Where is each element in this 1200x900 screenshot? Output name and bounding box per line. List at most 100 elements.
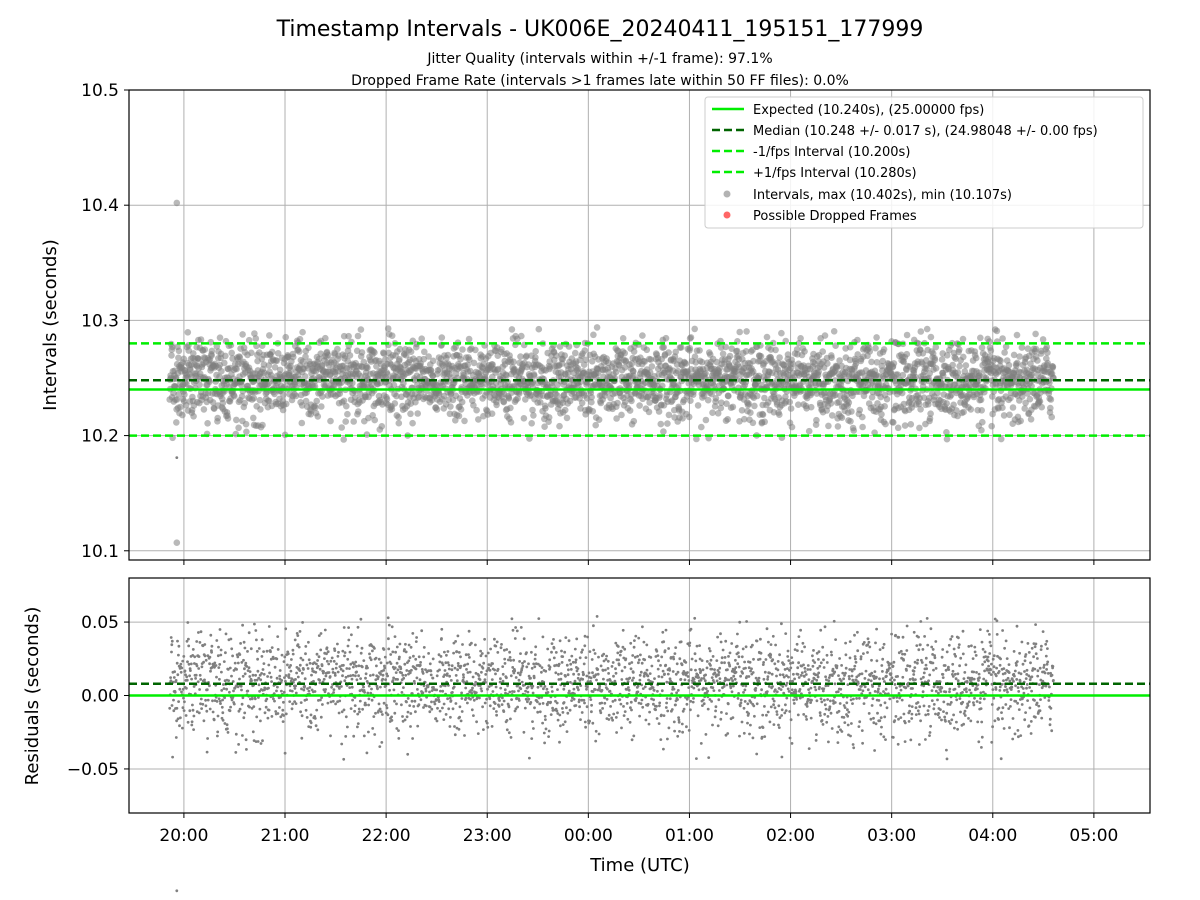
- residual-point: [486, 725, 490, 729]
- residual-point: [377, 657, 381, 661]
- interval-point: [242, 420, 250, 428]
- residual-point: [303, 684, 306, 688]
- residual-point: [695, 757, 698, 760]
- residual-point: [369, 658, 373, 662]
- residual-point: [444, 713, 448, 716]
- residual-point: [352, 665, 355, 669]
- interval-point: [628, 397, 635, 405]
- residual-point: [275, 689, 278, 693]
- interval-point: [438, 334, 446, 341]
- interval-point: [595, 416, 603, 424]
- residual-point: [501, 672, 505, 676]
- residual-point: [536, 700, 539, 704]
- interval-point: [420, 355, 428, 363]
- residual-point: [686, 675, 690, 678]
- interval-point: [168, 352, 175, 359]
- residual-point: [215, 675, 218, 679]
- interval-point: [345, 332, 352, 340]
- residual-point: [516, 705, 519, 709]
- residual-point: [205, 750, 209, 754]
- residual-point: [507, 658, 510, 662]
- residual-point: [319, 648, 323, 652]
- residual-point: [493, 637, 496, 641]
- interval-point: [180, 355, 188, 363]
- residual-point: [191, 708, 195, 712]
- interval-point: [827, 400, 835, 407]
- residual-point: [606, 659, 610, 663]
- residual-point: [578, 705, 581, 709]
- residual-point: [531, 684, 535, 688]
- residual-point: [373, 733, 377, 736]
- residual-point: [495, 710, 498, 713]
- interval-point: [447, 403, 454, 410]
- interval-point: [378, 423, 386, 430]
- residual-point: [623, 647, 627, 651]
- residual-point: [494, 672, 497, 676]
- residual-point: [276, 648, 280, 651]
- residual-point: [294, 691, 298, 695]
- interval-point: [314, 413, 322, 420]
- residual-point: [596, 668, 600, 671]
- residual-point: [502, 710, 506, 713]
- interval-point: [169, 343, 176, 351]
- residual-point: [511, 628, 515, 632]
- interval-point: [881, 403, 888, 410]
- residual-point: [618, 698, 622, 701]
- residual-point: [336, 642, 339, 646]
- interval-point: [845, 399, 853, 406]
- residual-point: [445, 672, 449, 676]
- residual-point: [446, 697, 449, 701]
- residual-point: [332, 688, 336, 691]
- interval-point: [190, 350, 197, 357]
- residual-point: [519, 652, 522, 655]
- residual-point: [404, 673, 408, 677]
- residual-point: [268, 671, 271, 675]
- interval-point: [1026, 395, 1034, 403]
- interval-point: [999, 404, 1006, 412]
- interval-point: [556, 422, 563, 430]
- residual-point: [613, 679, 617, 683]
- interval-point: [493, 401, 500, 409]
- residual-point: [457, 651, 461, 654]
- residual-point: [357, 674, 360, 678]
- residual-point: [334, 666, 338, 670]
- interval-point: [204, 420, 211, 427]
- residual-point: [262, 650, 265, 653]
- residual-point: [567, 639, 571, 643]
- residual-point: [172, 709, 176, 713]
- residual-point: [334, 702, 337, 706]
- interval-point: [618, 411, 625, 419]
- residual-point: [522, 637, 526, 641]
- interval-point: [452, 417, 459, 424]
- residual-point: [438, 709, 442, 713]
- residual-point: [548, 665, 552, 669]
- residual-point: [382, 701, 386, 705]
- interval-point: [342, 418, 350, 425]
- residual-point: [452, 685, 456, 689]
- residual-point: [251, 697, 254, 701]
- residual-point: [484, 654, 488, 658]
- interval-point: [807, 403, 815, 411]
- residual-point: [495, 640, 499, 644]
- residual-point: [462, 673, 465, 677]
- residual-point: [657, 675, 661, 678]
- residual-point: [287, 676, 291, 679]
- residual-point: [178, 724, 181, 728]
- residual-point: [211, 710, 215, 714]
- residual-point: [638, 673, 642, 677]
- residual-point: [456, 634, 460, 638]
- residual-point: [253, 622, 256, 626]
- residual-point: [520, 680, 524, 684]
- residual-point: [195, 640, 199, 643]
- residual-point: [193, 655, 197, 659]
- residual-point: [231, 680, 235, 683]
- residual-point: [227, 679, 231, 682]
- residual-point: [199, 630, 203, 634]
- residual-point: [451, 691, 454, 694]
- residual-point: [377, 675, 380, 679]
- interval-point: [532, 354, 539, 361]
- interval-point: [656, 392, 663, 399]
- residual-point: [386, 616, 390, 620]
- residual-point: [589, 698, 593, 701]
- residual-point: [468, 656, 471, 659]
